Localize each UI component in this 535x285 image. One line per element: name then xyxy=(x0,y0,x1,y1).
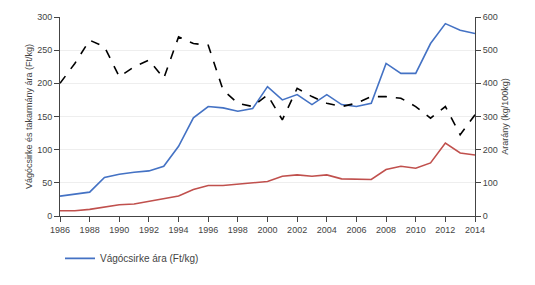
svg-text:2000: 2000 xyxy=(257,225,277,235)
svg-text:500: 500 xyxy=(483,45,498,55)
svg-text:0: 0 xyxy=(47,211,52,221)
svg-text:2010: 2010 xyxy=(406,225,426,235)
svg-text:150: 150 xyxy=(37,112,52,122)
svg-text:1986: 1986 xyxy=(50,225,70,235)
svg-text:Vágócsirke és takarmány ára (F: Vágócsirke és takarmány ára (Ft/kg) xyxy=(24,44,34,189)
svg-text:2008: 2008 xyxy=(376,225,396,235)
svg-text:Vágócsirke ára (Ft/kg): Vágócsirke ára (Ft/kg) xyxy=(100,253,198,264)
svg-text:1994: 1994 xyxy=(169,225,189,235)
svg-text:300: 300 xyxy=(37,12,52,22)
svg-text:1996: 1996 xyxy=(198,225,218,235)
svg-text:0: 0 xyxy=(483,211,488,221)
svg-text:100: 100 xyxy=(37,145,52,155)
svg-text:1990: 1990 xyxy=(109,225,129,235)
svg-text:400: 400 xyxy=(483,78,498,88)
svg-text:1988: 1988 xyxy=(80,225,100,235)
svg-text:600: 600 xyxy=(483,12,498,22)
svg-text:2006: 2006 xyxy=(346,225,366,235)
svg-text:2014: 2014 xyxy=(465,225,485,235)
svg-text:Ararány (kg/100kg): Ararány (kg/100kg) xyxy=(500,78,510,155)
svg-text:250: 250 xyxy=(37,45,52,55)
svg-text:1998: 1998 xyxy=(228,225,248,235)
svg-text:2012: 2012 xyxy=(435,225,455,235)
svg-text:2004: 2004 xyxy=(317,225,337,235)
svg-text:50: 50 xyxy=(42,178,52,188)
svg-text:200: 200 xyxy=(37,78,52,88)
svg-text:300: 300 xyxy=(483,112,498,122)
svg-text:2002: 2002 xyxy=(287,225,307,235)
svg-text:1992: 1992 xyxy=(139,225,159,235)
svg-text:200: 200 xyxy=(483,145,498,155)
svg-text:100: 100 xyxy=(483,178,498,188)
